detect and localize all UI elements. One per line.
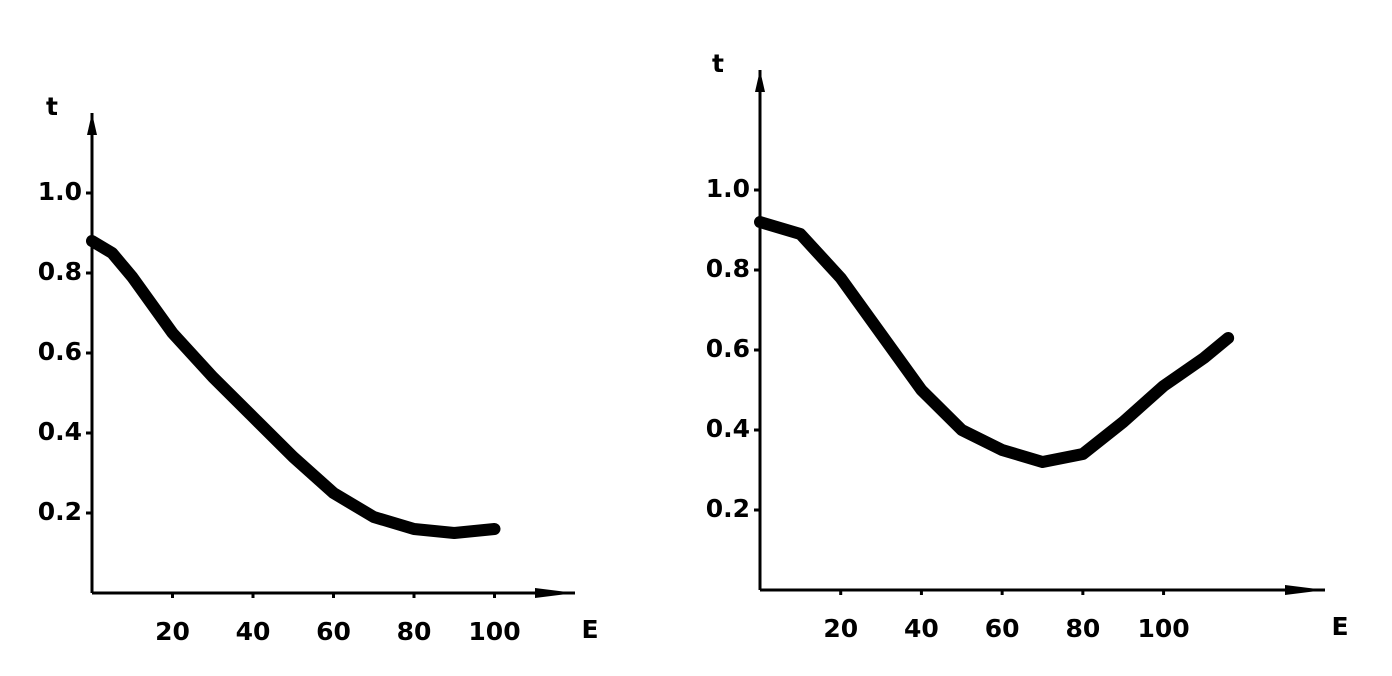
y-tick-label: 0.6 [706,334,750,363]
x-axis-label: E [1331,612,1348,641]
x-tick-label: 80 [397,617,432,646]
y-tick-label: 0.2 [706,494,750,523]
curve [86,235,501,539]
x-tick-label: 40 [236,617,271,646]
y-tick-label: 0.2 [38,497,82,526]
x-axis-label: E [581,615,598,644]
arrow [755,70,765,92]
y-tick-label: 1.0 [38,177,82,206]
y-tick-label: 0.8 [706,254,750,283]
arrow [87,113,97,135]
x-tick-label: 20 [823,614,858,643]
x-tick-label: 60 [985,614,1020,643]
y-tick-label: 0.4 [706,414,750,443]
x-tick-label: 60 [316,617,351,646]
y-axis-label: t [46,92,58,121]
y-tick-label: 0.4 [38,417,82,446]
x-tick-label: 80 [1065,614,1100,643]
y-tick-label: 0.8 [38,257,82,286]
y-tick-label: 0.6 [38,337,82,366]
arrow [535,588,575,598]
arrow [1285,585,1325,595]
x-tick-label: 100 [468,617,520,646]
x-tick-label: 100 [1137,614,1189,643]
curve [754,216,1235,468]
y-axis-label: t [712,49,724,78]
x-tick-label: 40 [904,614,939,643]
y-tick-label: 1.0 [706,174,750,203]
x-tick-label: 20 [155,617,190,646]
